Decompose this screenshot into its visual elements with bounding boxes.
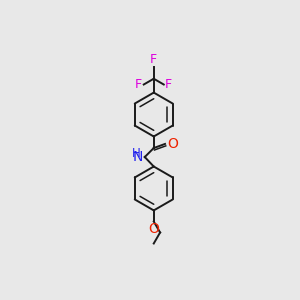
Text: O: O xyxy=(148,222,159,236)
Text: F: F xyxy=(150,53,157,66)
Text: F: F xyxy=(135,78,142,91)
Text: N: N xyxy=(133,150,143,164)
Text: O: O xyxy=(167,137,178,151)
Text: H: H xyxy=(132,147,141,160)
Text: F: F xyxy=(165,78,172,91)
